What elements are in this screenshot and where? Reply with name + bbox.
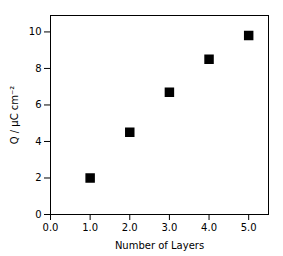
svg-text:2.0: 2.0 (122, 222, 138, 233)
svg-text:5.0: 5.0 (241, 222, 257, 233)
svg-text:2: 2 (35, 172, 41, 183)
svg-text:10: 10 (29, 26, 42, 37)
svg-text:0: 0 (35, 209, 41, 220)
svg-text:6: 6 (35, 99, 41, 110)
svg-text:8: 8 (35, 63, 41, 74)
svg-text:0.0: 0.0 (43, 222, 59, 233)
svg-text:Q / μC cm⁻²: Q / μC cm⁻² (9, 86, 20, 145)
svg-text:4.0: 4.0 (201, 222, 217, 233)
svg-text:3.0: 3.0 (161, 222, 177, 233)
svg-text:4: 4 (35, 136, 41, 147)
svg-text:1.0: 1.0 (82, 222, 98, 233)
svg-text:Number of Layers: Number of Layers (115, 240, 204, 251)
